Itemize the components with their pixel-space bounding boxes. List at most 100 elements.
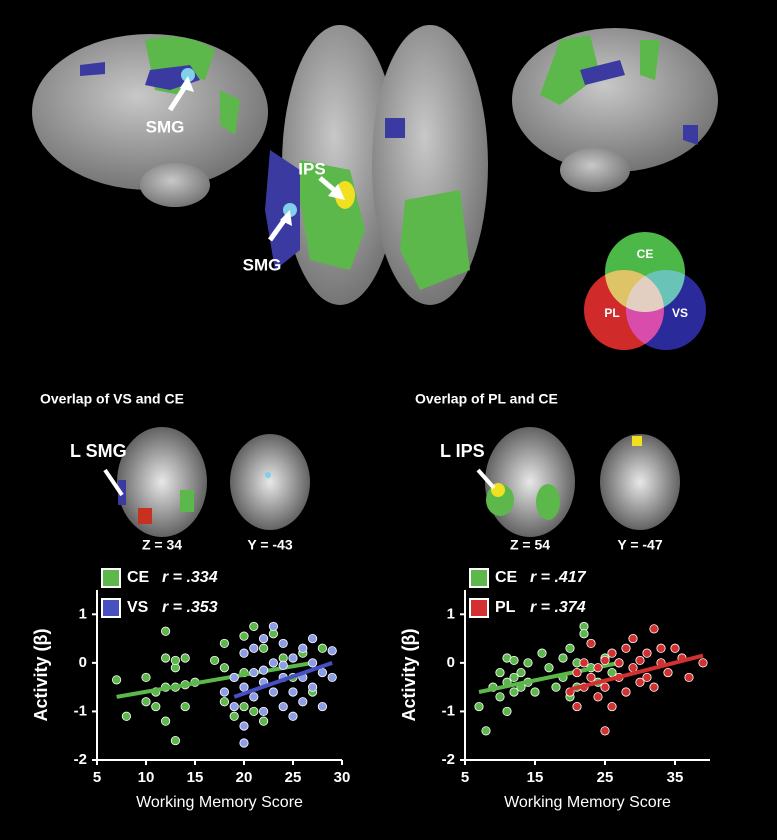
point: [170, 735, 180, 746]
brain-label: IPS: [298, 159, 325, 178]
point: [502, 706, 512, 717]
point: [288, 687, 298, 697]
x-tick-label: 25: [285, 769, 302, 786]
point: [219, 663, 229, 673]
x-tick-label: 10: [138, 769, 155, 786]
point: [635, 655, 645, 666]
point: [278, 701, 288, 712]
point: [586, 638, 596, 649]
legend-stat: r = .334: [162, 569, 218, 586]
point: [239, 648, 249, 658]
point: [249, 692, 259, 702]
point: [614, 658, 624, 668]
point: [278, 660, 288, 670]
legend-stat: r = .417: [530, 569, 587, 586]
point: [288, 711, 298, 721]
point: [219, 687, 229, 697]
point: [249, 643, 259, 653]
y-tick-label: 0: [79, 654, 87, 671]
brain-renders: [32, 25, 718, 305]
point: [180, 701, 190, 712]
point: [229, 711, 239, 721]
point: [481, 726, 491, 736]
point: [258, 665, 269, 675]
point: [141, 672, 151, 683]
x-axis-label: Working Memory Score: [504, 794, 671, 811]
point: [258, 706, 269, 717]
point: [219, 697, 229, 707]
point: [579, 658, 589, 668]
point: [670, 643, 680, 653]
point: [565, 643, 575, 653]
slice-label: Z = 34: [142, 537, 182, 553]
point: [516, 667, 526, 678]
legend-label: CE: [127, 569, 150, 586]
point: [621, 643, 631, 653]
venn-label: PL: [604, 306, 619, 320]
point: [161, 653, 171, 663]
brain-label: SMG: [243, 255, 282, 274]
point: [495, 667, 505, 678]
point: [327, 646, 337, 656]
legend-stat: r = .374: [530, 599, 586, 616]
point: [663, 667, 673, 678]
x-tick-label: 5: [461, 769, 469, 786]
point: [621, 687, 631, 697]
point: [268, 658, 278, 668]
x-tick-label: 5: [93, 769, 101, 786]
point: [278, 638, 288, 649]
y-tick-label: -2: [442, 751, 455, 768]
point: [593, 692, 603, 702]
y-axis-label: Activity (β): [399, 628, 419, 721]
point: [161, 716, 171, 726]
point: [249, 621, 259, 632]
point: [317, 701, 327, 712]
point: [474, 701, 484, 712]
legend-swatch: [101, 598, 121, 618]
point: [307, 658, 318, 668]
point: [239, 721, 249, 731]
x-axis-label: Working Memory Score: [136, 794, 303, 811]
point: [268, 687, 278, 697]
point: [151, 701, 161, 712]
legend-swatch: [101, 568, 121, 588]
point: [551, 682, 561, 692]
point: [509, 687, 519, 697]
point: [558, 653, 568, 663]
point: [656, 643, 666, 653]
venn: [584, 232, 706, 350]
point: [600, 655, 610, 666]
trend-line: [233, 660, 333, 699]
point: [593, 663, 603, 673]
point: [509, 672, 519, 683]
venn-label: VS: [672, 306, 688, 320]
x-tick-label: 35: [667, 769, 684, 786]
venn-label: CE: [637, 247, 654, 261]
point: [239, 631, 249, 641]
y-tick-label: -1: [442, 702, 455, 719]
region-label: L IPS: [440, 441, 485, 461]
point: [649, 682, 659, 692]
y-tick-label: -2: [74, 751, 87, 768]
point: [317, 643, 327, 653]
point: [544, 663, 554, 673]
panel-title: Overlap of PL and CE: [415, 391, 558, 407]
point: [288, 653, 298, 663]
x-tick-label: 25: [597, 769, 614, 786]
trend-line: [569, 653, 704, 692]
y-tick-label: 1: [79, 605, 87, 622]
point: [607, 701, 617, 712]
point: [239, 738, 249, 748]
point: [530, 687, 540, 697]
x-tick-label: 30: [334, 769, 351, 786]
point: [600, 682, 610, 692]
legend-label: CE: [495, 569, 518, 586]
slice-label: Z = 54: [510, 537, 550, 553]
point: [607, 648, 617, 658]
point: [298, 643, 308, 653]
point: [239, 682, 249, 692]
brain-label: SMG: [146, 117, 185, 136]
y-axis-label: Activity (β): [31, 628, 51, 721]
point: [684, 672, 694, 683]
